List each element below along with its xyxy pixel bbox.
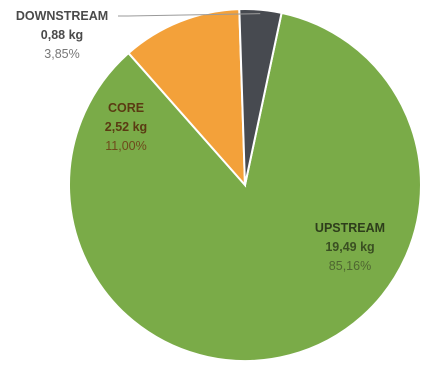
slice-label-core: CORE 2,52 kg 11,00% [105,101,147,153]
pie-slice-downstream [238,8,283,186]
leader-line-downstream [118,13,261,17]
slice-name: CORE [108,101,144,115]
slice-percent: 3,85% [44,47,79,61]
slice-percent: 11,00% [105,139,146,153]
slice-name: UPSTREAM [315,221,385,235]
slice-value: 0,88 kg [41,28,83,42]
slice-name: DOWNSTREAM [16,9,108,23]
slice-label-upstream: UPSTREAM 19,49 kg 85,16% [315,221,385,273]
pie-slice-upstream [68,11,422,362]
slice-percent: 85,16% [329,259,371,273]
slice-label-downstream: DOWNSTREAM 0,88 kg 3,85% [16,9,108,61]
leader-lines [118,13,261,17]
pie-slices [68,8,422,362]
slice-value: 19,49 kg [325,240,374,254]
slice-labels: UPSTREAM 19,49 kg 85,16% CORE 2,52 kg 11,00% D… [16,9,385,273]
slice-value: 2,52 kg [105,120,147,134]
pie-slice-core [127,8,247,188]
